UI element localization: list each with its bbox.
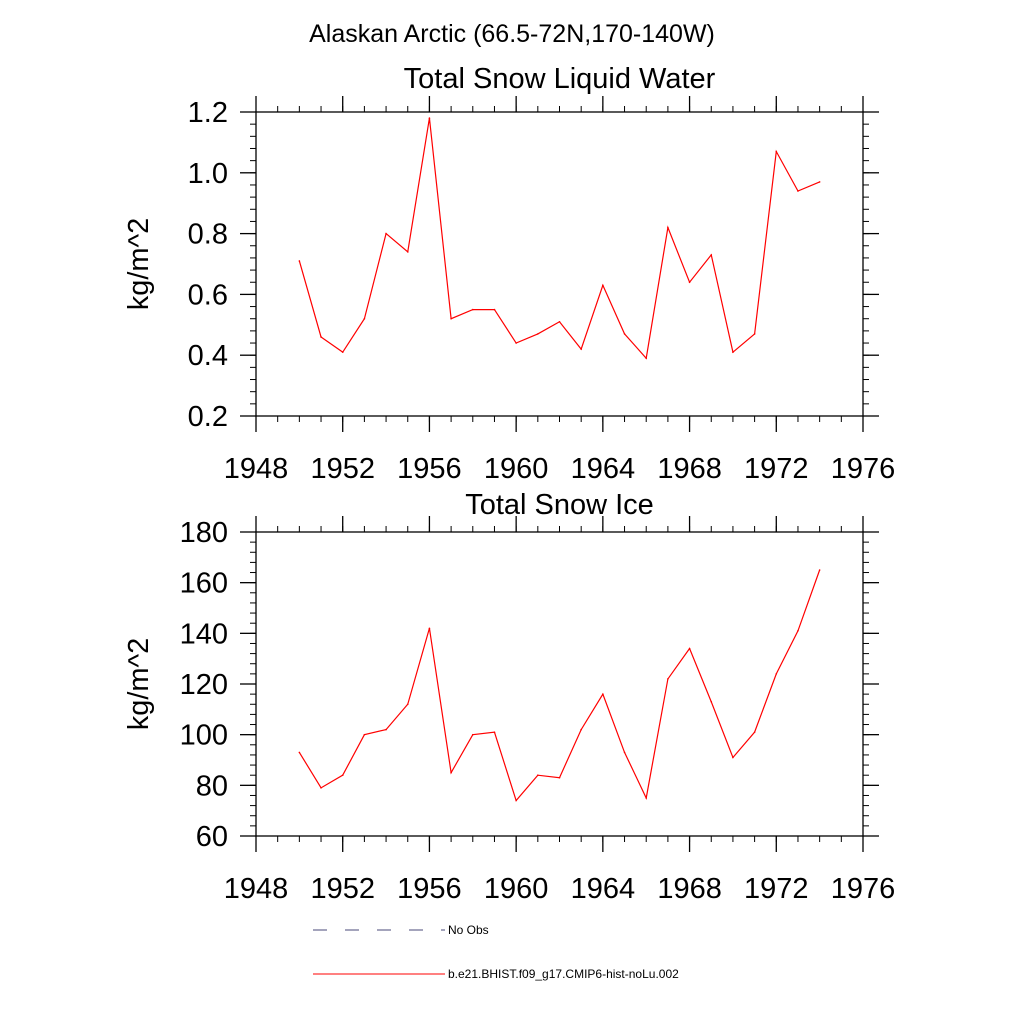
y-tick-label: 60 (196, 821, 228, 853)
y-tick-label: 80 (196, 770, 228, 802)
x-tick-label: 1952 (310, 873, 375, 905)
x-tick-label: 1948 (224, 873, 289, 905)
data-point (688, 281, 691, 284)
y-tick-label: 0.8 (188, 219, 228, 251)
data-point (710, 700, 713, 703)
data-point (363, 733, 366, 736)
data-point (493, 731, 496, 733)
data-point (471, 308, 474, 311)
x-tick-label: 1976 (831, 453, 896, 485)
x-tick-label: 1968 (657, 873, 722, 905)
data-point (602, 284, 604, 287)
data-point (818, 569, 821, 571)
data-point (558, 320, 561, 323)
data-point (558, 776, 561, 779)
data-point (667, 226, 669, 229)
data-point (710, 254, 713, 256)
data-point (320, 787, 322, 789)
data-point (341, 351, 344, 353)
data-point (775, 673, 778, 675)
y-axis-label: kg/m^2 (123, 638, 155, 731)
data-point (515, 799, 517, 802)
data-point (602, 693, 604, 695)
x-tick-label: 1952 (310, 453, 375, 485)
y-tick-label: 0.4 (188, 340, 228, 372)
x-tick-label: 1960 (484, 873, 549, 905)
panel-title: Total Snow Liquid Water (404, 63, 716, 95)
data-point (667, 678, 669, 680)
panel-snow-liquid-water: Total Snow Liquid Water 1948 1952 1956 1960 1… (123, 63, 895, 485)
data-point (385, 232, 387, 235)
data-point (450, 317, 452, 320)
y-tick-label: 180 (180, 517, 228, 549)
data-point (580, 348, 582, 350)
y-tick-label: 1.0 (188, 158, 228, 190)
data-point (818, 181, 821, 183)
y-tick-label: 1.2 (188, 97, 228, 129)
plot-frame (255, 111, 864, 417)
panel-snow-ice: Total Snow Ice 1948 1952 1956 1960 1964 1968 19… (123, 489, 895, 905)
data-point (493, 308, 496, 311)
data-point (797, 630, 799, 632)
y-tick-label: 0.6 (188, 279, 228, 311)
data-point (753, 731, 756, 733)
data-point (450, 771, 452, 774)
x-tick-label: 1956 (397, 453, 462, 485)
data-point (797, 190, 799, 192)
x-tick-label: 1972 (744, 873, 809, 905)
y-tick-label: 100 (180, 720, 228, 752)
data-point (688, 647, 691, 650)
y-tick-label: 120 (180, 669, 228, 701)
y-tick-label: 140 (180, 618, 228, 650)
y-tick-label: 160 (180, 568, 228, 600)
panel-title: Total Snow Ice (465, 489, 654, 521)
data-point (298, 751, 301, 754)
figure-suptitle: Alaskan Arctic (66.5-72N,170-140W) (309, 20, 715, 48)
data-point (515, 342, 517, 344)
data-point (732, 351, 734, 353)
x-tick-label: 1964 (571, 453, 636, 485)
x-tick-label: 1968 (657, 453, 722, 485)
data-point (320, 336, 322, 338)
data-point (363, 317, 366, 320)
y-axis-label: kg/m^2 (123, 218, 155, 311)
data-point (645, 357, 648, 360)
x-tick-label: 1964 (571, 873, 636, 905)
x-tick-label: 1948 (224, 453, 289, 485)
data-point (298, 260, 301, 262)
data-point (406, 703, 409, 706)
data-point (623, 751, 626, 754)
x-tick-label: 1976 (831, 873, 896, 905)
x-tick-label: 1960 (484, 453, 549, 485)
data-point (753, 333, 756, 335)
data-point (471, 733, 474, 736)
data-point (341, 774, 344, 776)
data-point (623, 333, 626, 335)
data-point (580, 728, 582, 731)
data-point (732, 756, 734, 759)
data-point (645, 797, 648, 799)
series-line (298, 569, 821, 802)
data-point (428, 117, 431, 119)
data-point (775, 150, 778, 153)
data-point (537, 333, 539, 335)
data-point (406, 251, 409, 253)
y-tick-label: 0.2 (188, 401, 228, 433)
x-tick-label: 1972 (744, 453, 809, 485)
x-tick-label: 1956 (397, 873, 462, 905)
data-point (537, 774, 539, 776)
data-point (428, 627, 431, 630)
data-point (385, 728, 387, 731)
legend-label-model-run: b.e21.BHIST.f09_g17.CMIP6-hist-noLu.002 (448, 967, 679, 981)
legend: No Obs b.e21.BHIST.f09_g17.CMIP6-hist-no… (313, 923, 679, 981)
legend-label-no-obs: No Obs (448, 923, 489, 937)
